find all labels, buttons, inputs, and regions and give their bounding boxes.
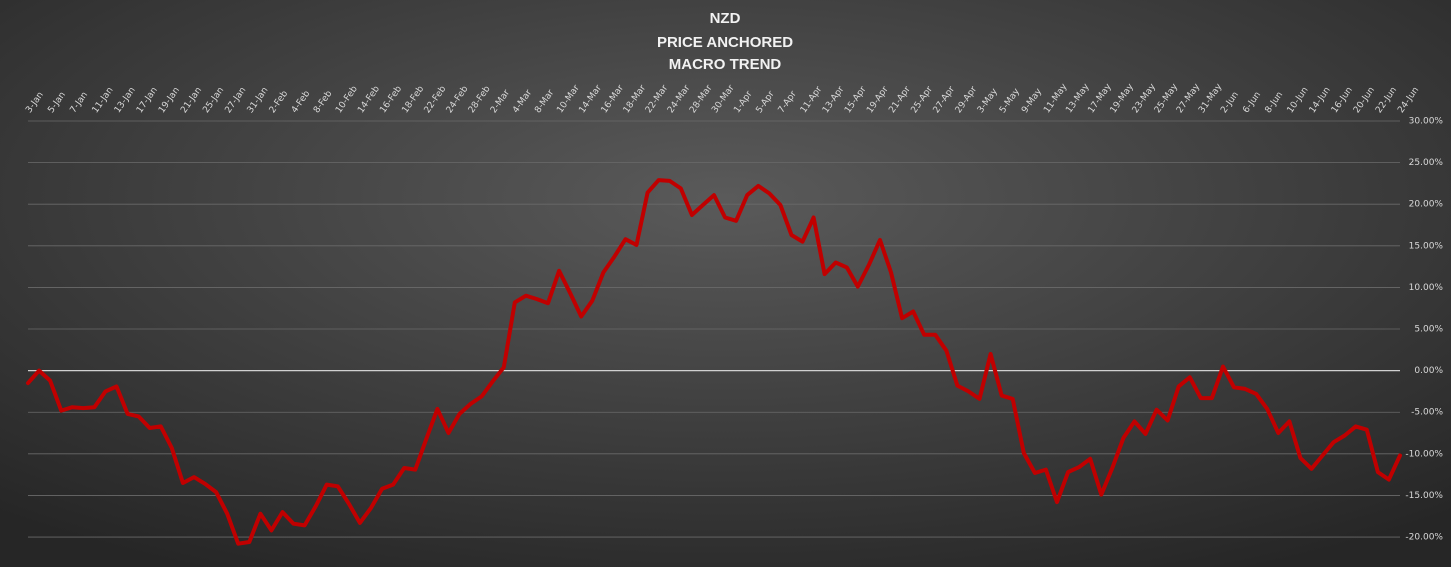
y-tick-label: 5.00% [1414, 325, 1443, 335]
y-tick-label: 0.00% [1414, 366, 1443, 376]
y-tick-label: -20.00% [1405, 533, 1443, 543]
chart-title: NZD [710, 10, 741, 27]
y-tick-label: -15.00% [1405, 491, 1443, 501]
y-tick-label: -5.00% [1411, 408, 1443, 418]
y-tick-label: 30.00% [1409, 117, 1444, 127]
chart-title: MACRO TREND [669, 56, 782, 73]
y-tick-label: -10.00% [1405, 449, 1443, 459]
data-line [26, 178, 1402, 546]
y-tick-label: 10.00% [1409, 283, 1444, 293]
chart-title: PRICE ANCHORED [657, 34, 793, 51]
y-tick-label: 25.00% [1409, 158, 1444, 168]
y-tick-label: 20.00% [1409, 200, 1444, 210]
y-tick-label: 15.00% [1409, 241, 1444, 251]
